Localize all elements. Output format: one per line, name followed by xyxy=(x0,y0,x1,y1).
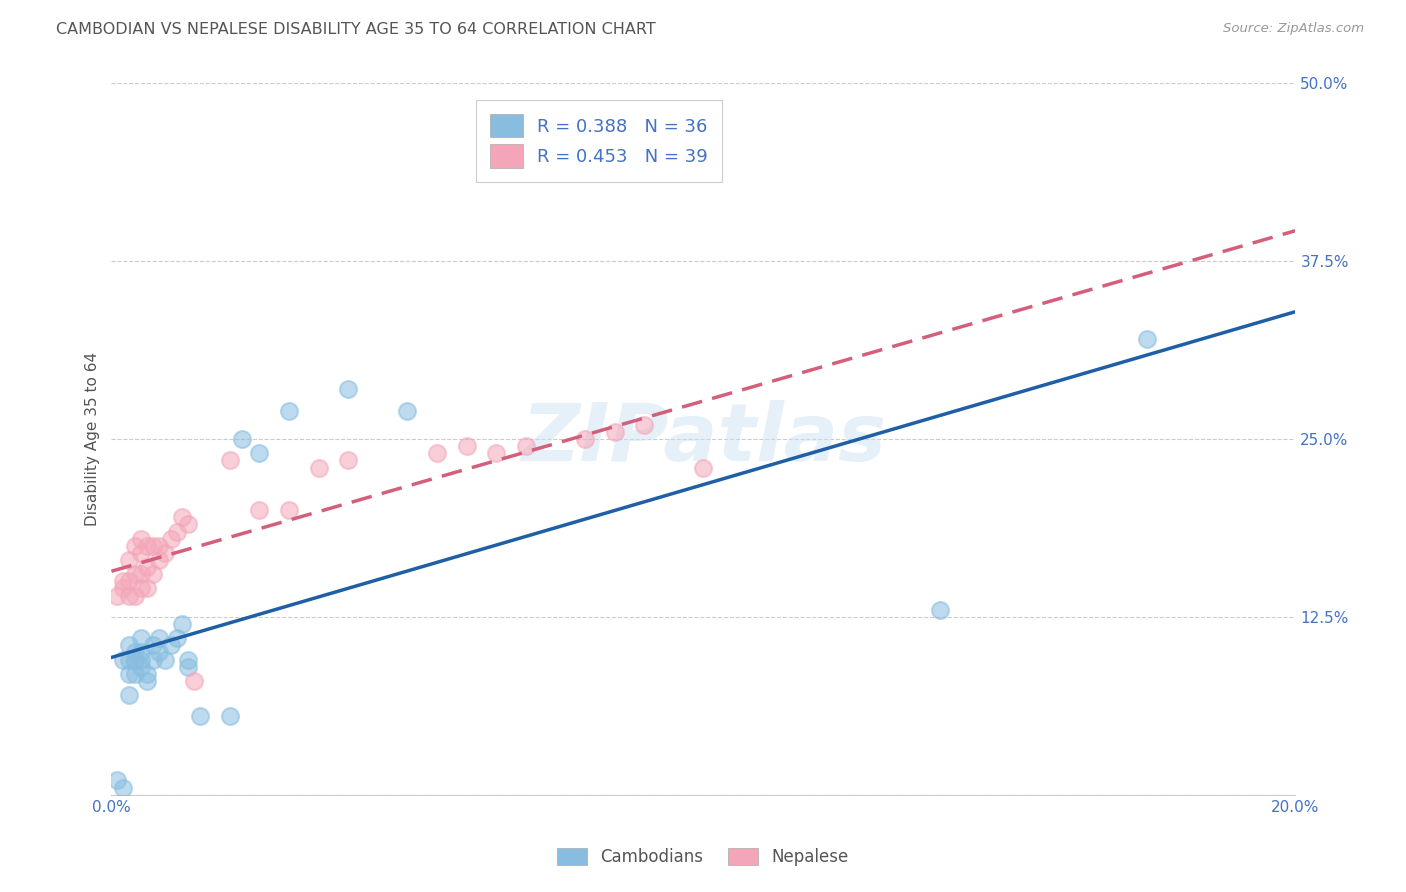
Point xyxy=(188,709,211,723)
Point xyxy=(172,510,194,524)
Point xyxy=(574,432,596,446)
Point xyxy=(278,403,301,417)
Point xyxy=(177,659,200,673)
Point xyxy=(129,546,152,560)
Legend: R = 0.388   N = 36, R = 0.453   N = 39: R = 0.388 N = 36, R = 0.453 N = 39 xyxy=(475,100,723,182)
Point xyxy=(153,652,176,666)
Point xyxy=(112,652,135,666)
Point xyxy=(112,574,135,589)
Point xyxy=(129,652,152,666)
Point xyxy=(159,638,181,652)
Point xyxy=(603,425,626,439)
Point xyxy=(153,546,176,560)
Point xyxy=(124,567,146,582)
Point xyxy=(337,453,360,467)
Point xyxy=(456,439,478,453)
Point xyxy=(142,567,165,582)
Point xyxy=(308,460,330,475)
Point xyxy=(1136,333,1159,347)
Point xyxy=(396,403,419,417)
Point xyxy=(112,780,135,795)
Point xyxy=(129,567,152,582)
Point xyxy=(337,382,360,396)
Point xyxy=(124,645,146,659)
Point xyxy=(929,603,952,617)
Point xyxy=(118,688,141,702)
Point xyxy=(148,553,170,567)
Point xyxy=(124,652,146,666)
Text: CAMBODIAN VS NEPALESE DISABILITY AGE 35 TO 64 CORRELATION CHART: CAMBODIAN VS NEPALESE DISABILITY AGE 35 … xyxy=(56,22,657,37)
Point xyxy=(166,631,188,645)
Point xyxy=(129,631,152,645)
Point xyxy=(692,460,714,475)
Point xyxy=(112,582,135,596)
Point xyxy=(633,417,655,432)
Point xyxy=(231,432,253,446)
Point xyxy=(129,582,152,596)
Point xyxy=(515,439,537,453)
Point xyxy=(485,446,508,460)
Text: Source: ZipAtlas.com: Source: ZipAtlas.com xyxy=(1223,22,1364,36)
Point xyxy=(159,532,181,546)
Point xyxy=(136,673,159,688)
Point xyxy=(218,709,240,723)
Point xyxy=(148,631,170,645)
Point xyxy=(426,446,449,460)
Point xyxy=(148,539,170,553)
Point xyxy=(183,673,205,688)
Point xyxy=(166,524,188,539)
Point xyxy=(124,589,146,603)
Y-axis label: Disability Age 35 to 64: Disability Age 35 to 64 xyxy=(86,352,100,526)
Point xyxy=(172,617,194,632)
Point xyxy=(118,638,141,652)
Point xyxy=(129,645,152,659)
Point xyxy=(218,453,240,467)
Point xyxy=(142,638,165,652)
Point xyxy=(118,574,141,589)
Point xyxy=(129,659,152,673)
Point xyxy=(124,539,146,553)
Point xyxy=(177,517,200,532)
Point xyxy=(136,582,159,596)
Point xyxy=(177,652,200,666)
Point xyxy=(136,539,159,553)
Point xyxy=(148,645,170,659)
Point xyxy=(136,560,159,574)
Point xyxy=(142,652,165,666)
Text: ZIPatlas: ZIPatlas xyxy=(522,401,886,478)
Legend: Cambodians, Nepalese: Cambodians, Nepalese xyxy=(548,840,858,875)
Point xyxy=(249,503,271,517)
Point xyxy=(118,589,141,603)
Point xyxy=(249,446,271,460)
Point xyxy=(105,589,128,603)
Point xyxy=(105,773,128,788)
Point xyxy=(278,503,301,517)
Point xyxy=(129,532,152,546)
Point xyxy=(124,652,146,666)
Point xyxy=(118,666,141,681)
Point xyxy=(136,666,159,681)
Point xyxy=(142,539,165,553)
Point xyxy=(118,553,141,567)
Point xyxy=(118,652,141,666)
Point xyxy=(124,666,146,681)
